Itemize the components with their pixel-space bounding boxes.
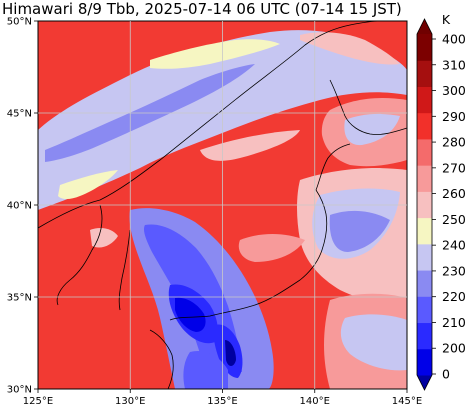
graticule [38,21,407,389]
colorbar-segment [417,191,432,219]
colorbar-segment [417,296,432,324]
map-title: Himawari 8/9 Tbb, 2025-07-14 06 UTC (07-… [2,0,402,18]
colorbar-segment [417,270,432,297]
lon-tick-label: 125°E [23,396,53,407]
lon-tick-label: 145°E [392,396,422,407]
lon-tick-label: 135°E [207,396,237,407]
colorbar-tick-label: 0 [442,367,450,382]
colorbar-tick-label: 400 [442,32,466,47]
colorbar-segment [417,165,432,192]
colorbar-tick-label: 250 [442,212,466,227]
lon-tick-label: 140°E [300,396,330,407]
colorbar-tick-label: 240 [442,238,466,253]
coastlines [38,21,407,389]
colorbar: 0 200 210 220 230 240 250 260 270 280 290 300 310 400… [416,12,466,391]
colorbar-tick-label: 210 [442,315,466,330]
colorbar-tick-label: 290 [442,109,466,124]
colorbar-segment [417,243,432,271]
colorbar-segment [417,86,432,114]
colorbar-tick-label: 310 [442,57,466,72]
colorbar-tick-label: 200 [442,341,466,356]
colorbar-tick-label: 260 [442,186,466,201]
colorbar-tick-label: 220 [442,289,466,304]
colorbar-segment [417,217,432,245]
colorbar-tick-label: 280 [442,135,466,150]
lat-tick-label: 45°N [7,109,32,120]
lat-tick-label: 35°N [7,293,32,304]
colorbar-extend-min [417,375,432,390]
colorbar-tick-label: 270 [442,160,466,175]
colorbar-segment [417,348,432,376]
lat-tick-label: 50°N [7,17,32,28]
lat-tick-label: 40°N [7,201,32,212]
colorbar-segment [417,138,432,166]
lat-tick-label: 30°N [7,385,32,396]
colorbar-segment [417,34,432,61]
colorbar-segment [417,322,432,350]
colorbar-tick-label: 230 [442,263,466,278]
axis-ticks: 125°E 130°E 135°E 140°E 145°E 30°N 35°N 40°N 45°… [7,17,422,408]
lon-tick-label: 130°E [115,396,145,407]
colorbar-unit-label: K [442,12,451,27]
colorbar-tick-label: 300 [442,83,466,98]
colorbar-segment [417,60,432,87]
colorbar-segment [417,112,432,140]
colorbar-extend-max [417,19,432,34]
colorbar-outline [416,18,433,391]
